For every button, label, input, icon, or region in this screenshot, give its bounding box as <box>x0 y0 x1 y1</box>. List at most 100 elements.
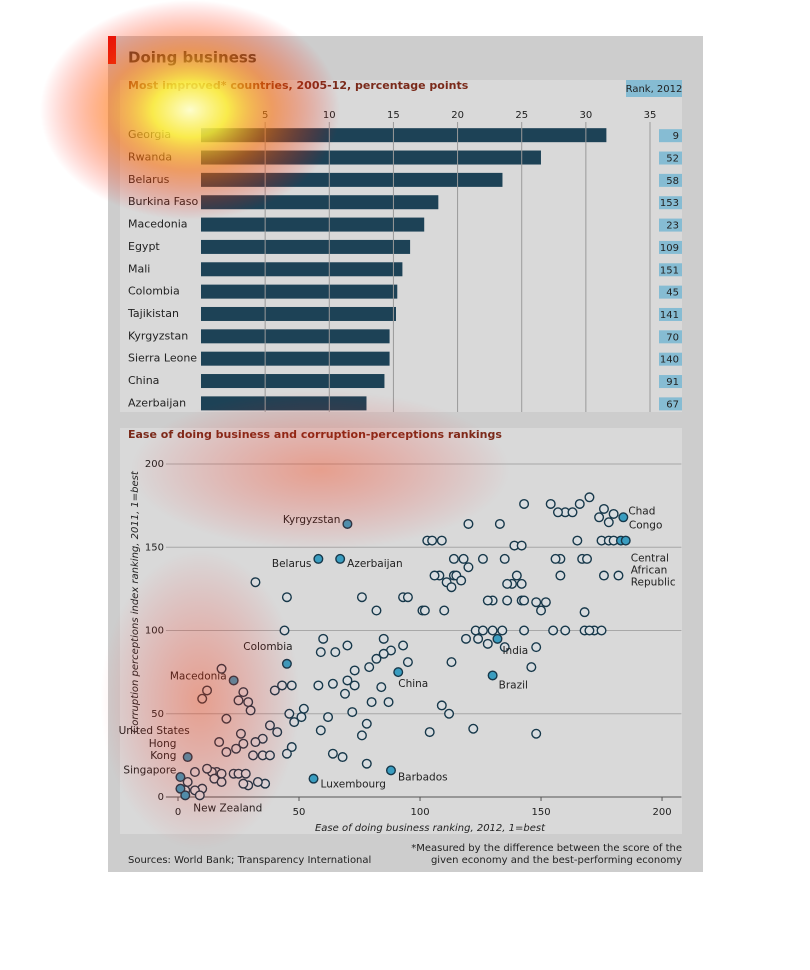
point <box>487 670 498 681</box>
rank-box <box>659 240 682 254</box>
rank-value: 70 <box>666 332 679 343</box>
point <box>620 535 631 546</box>
point <box>335 553 346 564</box>
point <box>446 657 457 668</box>
rank-box <box>659 330 682 344</box>
category-label: Macedonia <box>128 218 188 231</box>
point-label: Kyrgyzstan <box>283 514 341 526</box>
point <box>248 750 259 761</box>
point <box>376 682 387 693</box>
point <box>182 752 193 763</box>
x-tick-label: 10 <box>323 110 336 121</box>
rank-value: 109 <box>660 243 679 254</box>
rank-box <box>659 307 682 321</box>
point-label: Chad <box>628 505 655 517</box>
point <box>582 553 593 564</box>
x-tick-label: 100 <box>410 807 429 818</box>
point <box>269 685 280 696</box>
bar <box>201 396 367 411</box>
category-label: Georgia <box>128 128 171 141</box>
footnote: given economy and the best-performing ec… <box>431 855 682 866</box>
point <box>468 723 479 734</box>
point <box>516 578 527 589</box>
point <box>371 605 382 616</box>
point <box>361 718 372 729</box>
point <box>272 727 283 738</box>
point <box>385 765 396 776</box>
rank-value: 153 <box>660 198 679 209</box>
bar <box>201 329 390 344</box>
bar <box>201 195 439 210</box>
point <box>477 625 488 636</box>
point <box>439 605 450 616</box>
point <box>356 730 367 741</box>
rank-value: 141 <box>660 310 679 321</box>
point <box>347 707 358 718</box>
point <box>327 748 338 759</box>
rank-header: Rank, 2012 <box>626 84 683 95</box>
point <box>419 605 430 616</box>
point <box>519 625 530 636</box>
x-tick-label: 30 <box>579 110 592 121</box>
x-tick-label: 20 <box>451 110 464 121</box>
rank-box <box>659 352 682 366</box>
point <box>313 680 324 691</box>
bar <box>201 306 396 321</box>
point <box>540 597 551 608</box>
category-label: Tajikistan <box>127 307 179 320</box>
point <box>330 647 341 658</box>
point <box>402 657 413 668</box>
footnote: *Measured by the difference between the … <box>411 843 682 854</box>
point <box>555 570 566 581</box>
point-label: Belarus <box>272 558 311 570</box>
point <box>308 773 319 784</box>
point <box>378 648 389 659</box>
x-tick-label: 200 <box>652 807 671 818</box>
rank-value: 45 <box>666 288 679 299</box>
bar <box>201 239 411 254</box>
point-label: Macedonia <box>170 670 227 682</box>
point <box>250 737 261 748</box>
category-label: Rwanda <box>128 151 172 164</box>
point <box>502 578 513 589</box>
category-label: China <box>128 374 159 387</box>
x-tick-label: 0 <box>175 807 181 818</box>
point <box>531 728 542 739</box>
rank-value: 52 <box>666 154 679 165</box>
point <box>194 790 205 801</box>
point-label: Hong Kong <box>149 738 177 762</box>
x-tick-label: 5 <box>262 110 268 121</box>
point <box>202 685 213 696</box>
point <box>240 768 251 779</box>
point <box>618 512 629 523</box>
rank-box <box>659 173 682 187</box>
point <box>519 595 530 606</box>
y-tick-label: 50 <box>151 709 164 720</box>
bar <box>201 262 403 277</box>
point <box>550 553 561 564</box>
bar <box>201 284 398 299</box>
x-tick-label: 35 <box>644 110 657 121</box>
rank-box <box>659 397 682 411</box>
point <box>180 790 191 801</box>
point-label: Singapore <box>123 765 176 777</box>
point <box>463 562 474 573</box>
point <box>281 748 292 759</box>
point <box>548 625 559 636</box>
x-tick-label: 15 <box>387 110 400 121</box>
point <box>463 518 474 529</box>
rank-header-box <box>626 80 682 97</box>
point <box>446 582 457 593</box>
point <box>516 540 527 551</box>
point <box>477 553 488 564</box>
category-label: Belarus <box>128 173 170 186</box>
point <box>216 777 227 788</box>
point <box>402 592 413 603</box>
point <box>327 678 338 689</box>
point <box>560 625 571 636</box>
point <box>427 535 438 546</box>
point <box>429 570 440 581</box>
point <box>594 512 605 523</box>
point <box>598 570 609 581</box>
